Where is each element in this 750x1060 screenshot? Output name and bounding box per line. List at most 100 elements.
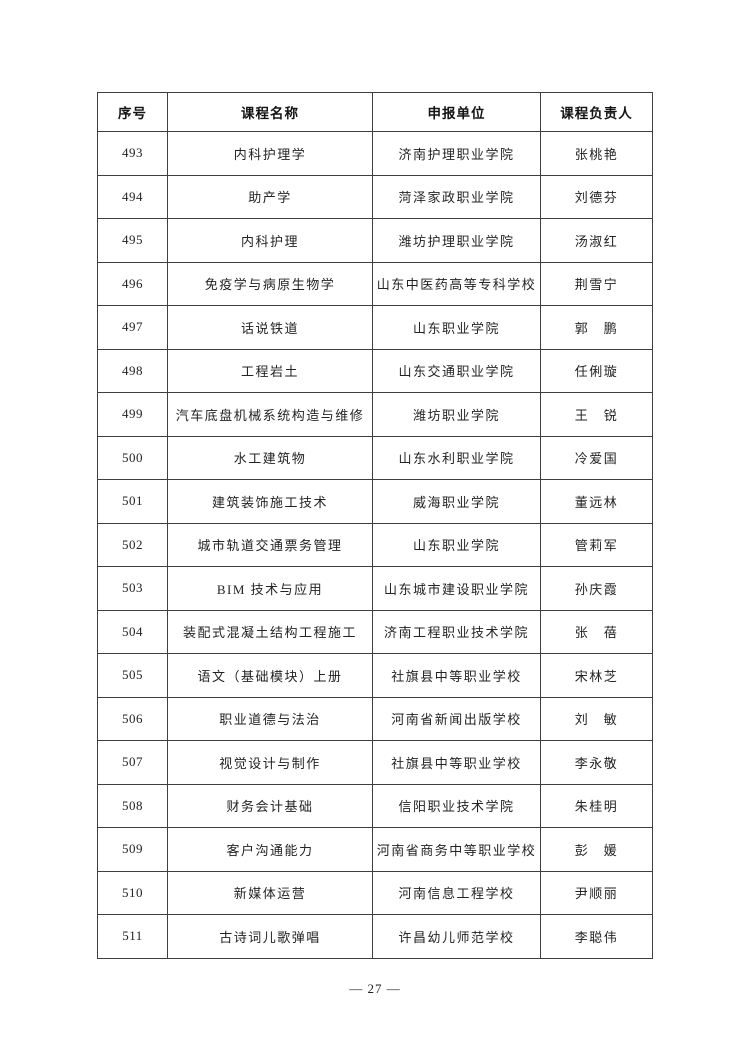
- cell-course-name: 职业道德与法治: [167, 696, 373, 741]
- cell-applicant-unit: 潍坊职业学院: [372, 392, 541, 437]
- cell-serial-number: 511: [97, 914, 168, 959]
- cell-course-name: 建筑装饰施工技术: [167, 479, 373, 524]
- cell-course-leader: 刘德芬: [540, 174, 653, 219]
- table-row: 509 客户沟通能力 河南省商务中等职业学校彭 媛: [97, 827, 653, 872]
- cell-applicant-unit: 社旗县中等职业学校: [372, 653, 541, 698]
- cell-applicant-unit: 济南工程职业技术学院: [372, 609, 541, 654]
- cell-serial-number: 499: [97, 392, 168, 437]
- table-row: 500 水工建筑物 山东水利职业学院 冷爱国: [97, 435, 653, 480]
- cell-course-leader: 任俐璇: [540, 348, 653, 393]
- cell-course-name: 助产学: [167, 174, 373, 219]
- cell-course-name: 装配式混凝土结构工程施工: [167, 609, 373, 654]
- cell-course-name: BIM 技术与应用: [167, 566, 373, 611]
- table-row: 497 话说铁道 山东职业学院郭 鹏: [97, 305, 653, 350]
- table-row: 493 内科护理学 济南护理职业学院 张桃艳: [97, 131, 653, 176]
- cell-applicant-unit: 山东城市建设职业学院: [372, 566, 541, 611]
- cell-serial-number: 496: [97, 261, 168, 306]
- cell-serial-number: 495: [97, 218, 168, 263]
- course-table: 序号 课程名称 申报单位 课程负责人 493 内科护理学 济南护理职业学院 张桃艳 49…: [97, 92, 653, 959]
- cell-course-leader: 尹顺丽: [540, 870, 653, 915]
- cell-course-name: 话说铁道: [167, 305, 373, 350]
- cell-applicant-unit: 河南省商务中等职业学校: [372, 827, 541, 872]
- course-table-body: 493 内科护理学 济南护理职业学院 张桃艳 494 助产学 菏泽家政职业学院 刘德芬 495 内…: [97, 131, 653, 959]
- table-row: 506 职业道德与法治 河南省新闻出版学校刘 敏: [97, 696, 653, 741]
- cell-applicant-unit: 济南护理职业学院: [372, 131, 541, 176]
- column-header-leader: 课程负责人: [540, 92, 653, 132]
- cell-serial-number: 502: [97, 522, 168, 567]
- table-row: 499 汽车底盘机械系统构造与维修 潍坊职业学院王 锐: [97, 392, 653, 437]
- cell-applicant-unit: 社旗县中等职业学校: [372, 740, 541, 785]
- cell-serial-number: 508: [97, 783, 168, 828]
- table-row: 505 语文（基础模块）上册 社旗县中等职业学校 宋林芝: [97, 653, 653, 698]
- cell-course-leader: 张 蓓: [540, 609, 653, 654]
- table-row: 494 助产学 菏泽家政职业学院 刘德芬: [97, 174, 653, 219]
- table-row: 498 工程岩土 山东交通职业学院 任俐璇: [97, 348, 653, 393]
- header-row: 序号 课程名称 申报单位 课程负责人: [97, 92, 653, 132]
- column-header-unit: 申报单位: [372, 92, 541, 132]
- table-row: 495 内科护理 潍坊护理职业学院 汤淑红: [97, 218, 653, 263]
- cell-course-name: 水工建筑物: [167, 435, 373, 480]
- cell-serial-number: 493: [97, 131, 168, 176]
- cell-serial-number: 507: [97, 740, 168, 785]
- cell-course-leader: 孙庆霞: [540, 566, 653, 611]
- cell-applicant-unit: 威海职业学院: [372, 479, 541, 524]
- cell-applicant-unit: 河南信息工程学校: [372, 870, 541, 915]
- cell-applicant-unit: 山东职业学院: [372, 305, 541, 350]
- cell-course-name: 语文（基础模块）上册: [167, 653, 373, 698]
- table-row: 504 装配式混凝土结构工程施工 济南工程职业技术学院张 蓓: [97, 609, 653, 654]
- cell-serial-number: 494: [97, 174, 168, 219]
- cell-applicant-unit: 河南省新闻出版学校: [372, 696, 541, 741]
- cell-serial-number: 509: [97, 827, 168, 872]
- cell-applicant-unit: 潍坊护理职业学院: [372, 218, 541, 263]
- cell-serial-number: 505: [97, 653, 168, 698]
- cell-serial-number: 500: [97, 435, 168, 480]
- page-number: — 27 —: [349, 981, 401, 996]
- cell-applicant-unit: 许昌幼儿师范学校: [372, 914, 541, 959]
- table-row: 510 新媒体运营 河南信息工程学校 尹顺丽: [97, 870, 653, 915]
- cell-applicant-unit: 山东交通职业学院: [372, 348, 541, 393]
- cell-applicant-unit: 山东职业学院: [372, 522, 541, 567]
- cell-course-leader: 李聪伟: [540, 914, 653, 959]
- cell-course-name: 新媒体运营: [167, 870, 373, 915]
- cell-course-leader: 刘 敏: [540, 696, 653, 741]
- cell-course-leader: 张桃艳: [540, 131, 653, 176]
- table-row: 501 建筑装饰施工技术 威海职业学院 董远林: [97, 479, 653, 524]
- table-row: 496 免疫学与病原生物学 山东中医药高等专科学校 荆雪宁: [97, 261, 653, 306]
- column-header-course: 课程名称: [167, 92, 373, 132]
- cell-serial-number: 506: [97, 696, 168, 741]
- table-row: 507 视觉设计与制作 社旗县中等职业学校 李永敬: [97, 740, 653, 785]
- cell-serial-number: 498: [97, 348, 168, 393]
- table-row: 511 古诗词儿歌弹唱 许昌幼儿师范学校 李聪伟: [97, 914, 653, 959]
- cell-course-leader: 彭 媛: [540, 827, 653, 872]
- cell-applicant-unit: 菏泽家政职业学院: [372, 174, 541, 219]
- cell-serial-number: 501: [97, 479, 168, 524]
- cell-course-name: 客户沟通能力: [167, 827, 373, 872]
- cell-applicant-unit: 山东水利职业学院: [372, 435, 541, 480]
- cell-course-name: 汽车底盘机械系统构造与维修: [167, 392, 373, 437]
- cell-course-name: 城市轨道交通票务管理: [167, 522, 373, 567]
- cell-serial-number: 503: [97, 566, 168, 611]
- cell-course-name: 免疫学与病原生物学: [167, 261, 373, 306]
- cell-course-name: 古诗词儿歌弹唱: [167, 914, 373, 959]
- cell-course-leader: 汤淑红: [540, 218, 653, 263]
- cell-course-leader: 郭 鹏: [540, 305, 653, 350]
- table-row: 503 BIM 技术与应用 山东城市建设职业学院 孙庆霞: [97, 566, 653, 611]
- cell-course-leader: 管莉军: [540, 522, 653, 567]
- column-header-no: 序号: [97, 92, 168, 132]
- cell-course-name: 内科护理: [167, 218, 373, 263]
- table-row: 502 城市轨道交通票务管理 山东职业学院 管莉军: [97, 522, 653, 567]
- cell-course-leader: 李永敬: [540, 740, 653, 785]
- cell-course-leader: 董远林: [540, 479, 653, 524]
- cell-course-leader: 荆雪宁: [540, 261, 653, 306]
- cell-serial-number: 497: [97, 305, 168, 350]
- cell-applicant-unit: 山东中医药高等专科学校: [372, 261, 541, 306]
- cell-course-name: 内科护理学: [167, 131, 373, 176]
- cell-course-leader: 冷爱国: [540, 435, 653, 480]
- cell-course-name: 财务会计基础: [167, 783, 373, 828]
- cell-course-name: 工程岩土: [167, 348, 373, 393]
- cell-course-leader: 宋林芝: [540, 653, 653, 698]
- cell-course-leader: 朱桂明: [540, 783, 653, 828]
- cell-course-leader: 王 锐: [540, 392, 653, 437]
- table-row: 508 财务会计基础 信阳职业技术学院 朱桂明: [97, 783, 653, 828]
